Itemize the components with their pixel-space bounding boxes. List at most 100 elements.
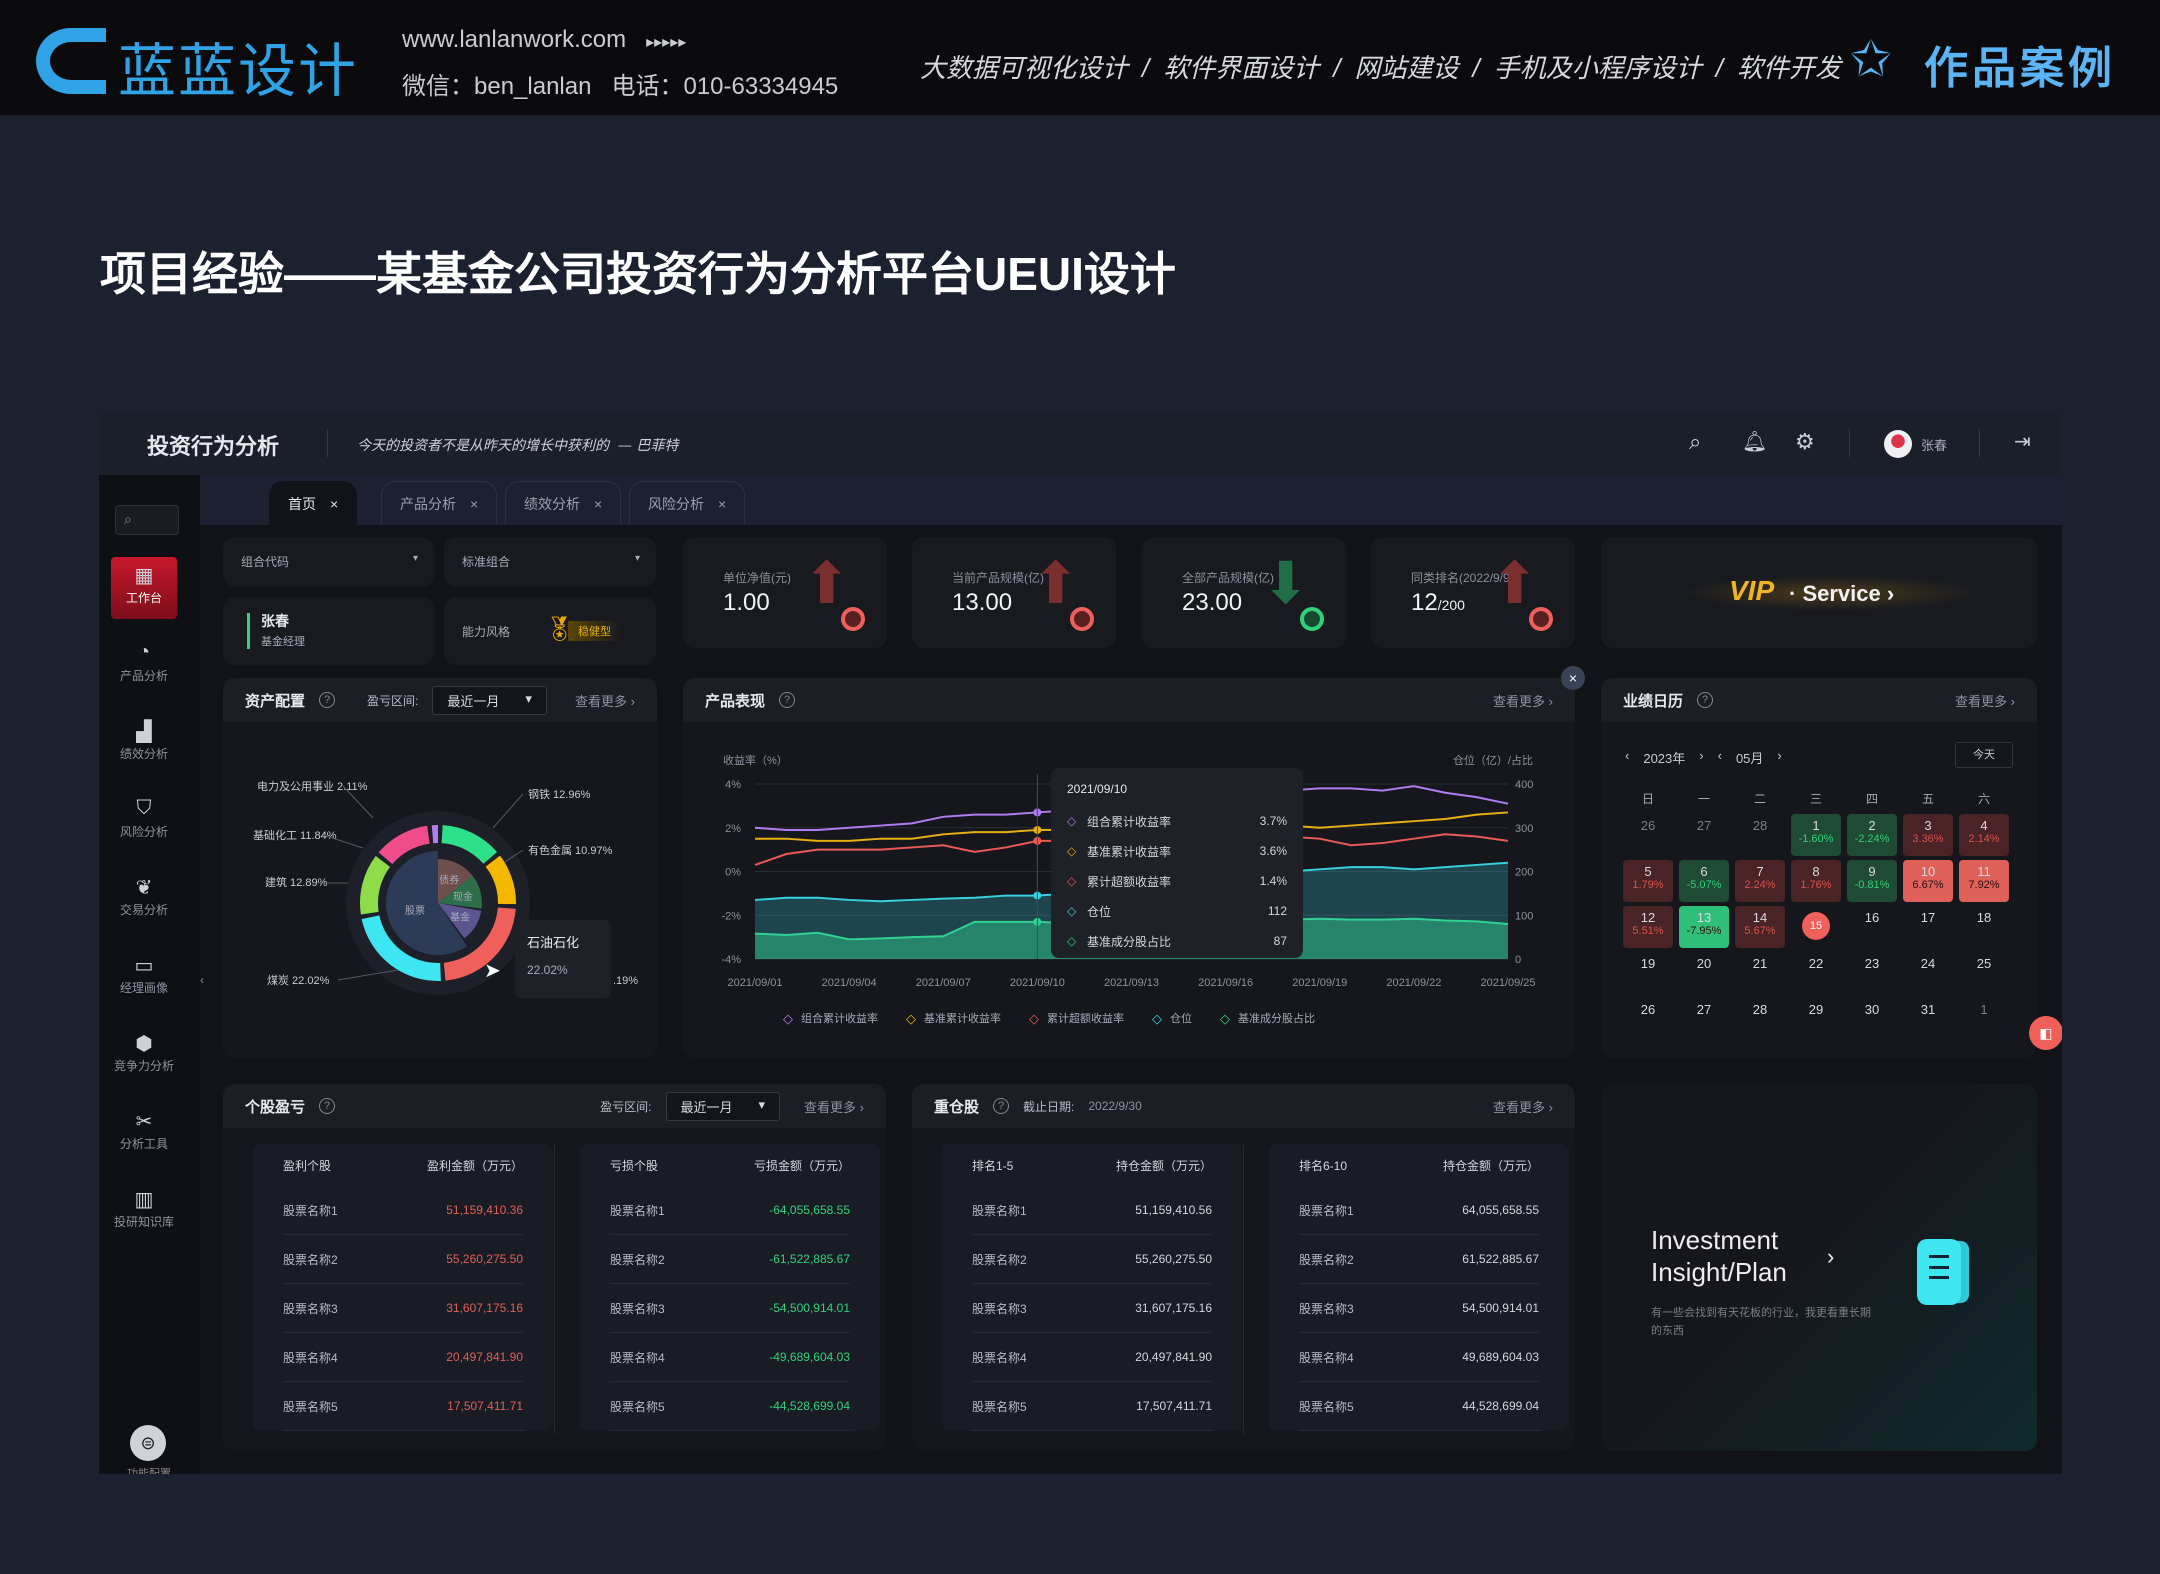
table-row[interactable]: 股票名称2 61,522,885.67: [1299, 1235, 1539, 1284]
sidebar-bottom-label[interactable]: 功能配置: [127, 1468, 171, 1474]
service-link[interactable]: 软件界面设计: [1163, 53, 1320, 83]
calendar-day[interactable]: 28: [1735, 998, 1785, 1040]
table-row[interactable]: 股票名称4 49,689,604.03: [1299, 1333, 1539, 1382]
tab-2[interactable]: 绩效分析 ×: [505, 481, 622, 525]
calendar-day[interactable]: 10 6.67%: [1903, 860, 1953, 902]
calendar-day[interactable]: 26: [1623, 998, 1673, 1040]
standard-select[interactable]: 标准组合 ▾: [444, 537, 656, 587]
config-icon[interactable]: ⊜: [130, 1425, 166, 1461]
calendar-day[interactable]: 12 5.51%: [1623, 906, 1673, 948]
donut-segment-3[interactable]: [361, 915, 441, 981]
donut-segment-6[interactable]: [431, 825, 438, 844]
chevron-right-icon[interactable]: ›: [1827, 1244, 1835, 1269]
bell-icon[interactable]: 🔔︎: [1742, 431, 1768, 453]
table-row[interactable]: 股票名称5 17,507,411.71: [972, 1382, 1212, 1431]
portfolio-select[interactable]: 组合代码 ▾: [223, 537, 434, 587]
service-link[interactable]: 网站建设: [1354, 53, 1459, 83]
help-icon[interactable]: ?: [993, 1098, 1010, 1114]
close-icon[interactable]: ×: [330, 495, 339, 512]
sidebar-item-8[interactable]: ▥ 投研知识库: [111, 1181, 177, 1243]
table-row[interactable]: 股票名称1 64,055,658.55: [1299, 1186, 1539, 1235]
donut-segment-4[interactable]: [360, 856, 391, 915]
username[interactable]: 张春: [1921, 438, 1948, 453]
calendar-day[interactable]: 16: [1847, 906, 1897, 948]
range-select[interactable]: 最近一月 ▾: [432, 685, 547, 715]
table-row[interactable]: 股票名称3 -54,500,914.01: [610, 1284, 850, 1333]
settings-icon[interactable]: ⚙︎: [1795, 429, 1815, 454]
table-row[interactable]: 股票名称2 55,260,275.50: [972, 1235, 1212, 1284]
donut-segment-5[interactable]: [378, 825, 430, 865]
table-row[interactable]: 股票名称2 55,260,275.50: [283, 1235, 523, 1284]
table-row[interactable]: 股票名称5 -44,528,699.04: [610, 1382, 850, 1431]
calendar-day[interactable]: 17: [1903, 906, 1953, 948]
sidebar-item-4[interactable]: ❦ 交易分析: [111, 869, 177, 931]
view-more-link[interactable]: 查看更多 ›: [1955, 693, 2015, 709]
calendar-day[interactable]: 28: [1735, 814, 1785, 856]
table-row[interactable]: 股票名称5 17,507,411.71: [283, 1382, 523, 1431]
sidebar-item-7[interactable]: ✂ 分析工具: [111, 1103, 177, 1165]
service-link[interactable]: 软件开发: [1737, 53, 1842, 83]
calendar-day[interactable]: 18: [1959, 906, 2009, 948]
close-icon[interactable]: ×: [594, 495, 603, 512]
close-icon[interactable]: ×: [1561, 666, 1585, 690]
legend-label[interactable]: 组合累计收益率: [801, 1011, 878, 1025]
calendar-day[interactable]: 27: [1679, 998, 1729, 1040]
pie-slice-3[interactable]: [386, 851, 467, 955]
table-row[interactable]: 股票名称1 51,159,410.36: [283, 1186, 523, 1235]
investment-insight-card[interactable]: Investment Insight/Plan › 有一些会找到有天花板的行业，我…: [1601, 1084, 2037, 1451]
view-more-link[interactable]: 查看更多 ›: [575, 693, 635, 709]
donut-segment-1[interactable]: [485, 855, 516, 905]
pie-slice-2[interactable]: [438, 903, 482, 939]
calendar-day[interactable]: 2 -2.24%: [1847, 814, 1897, 856]
calendar-day[interactable]: 4 2.14%: [1959, 814, 2009, 856]
calendar-day[interactable]: 30: [1847, 998, 1897, 1040]
calendar-day[interactable]: 3 3.36%: [1903, 814, 1953, 856]
help-icon[interactable]: ?: [319, 1098, 336, 1114]
calendar-day[interactable]: 26: [1623, 814, 1673, 856]
calendar-day[interactable]: 21: [1735, 952, 1785, 994]
table-row[interactable]: 股票名称2 -61,522,885.67: [610, 1235, 850, 1284]
tab-3[interactable]: 风险分析 ×: [629, 481, 746, 525]
service-link[interactable]: 大数据可视化设计: [920, 53, 1129, 83]
view-more-link[interactable]: 查看更多 ›: [1493, 693, 1553, 709]
calendar-day[interactable]: 22: [1791, 952, 1841, 994]
sidebar-item-0[interactable]: ▦ 工作台: [111, 557, 177, 619]
service-link[interactable]: 手机及小程序设计: [1493, 53, 1702, 83]
calendar-day[interactable]: 1 -1.60%: [1791, 814, 1841, 856]
donut-segment-0[interactable]: [441, 825, 498, 864]
help-icon[interactable]: ?: [1697, 692, 1714, 708]
pie-slice-1[interactable]: [438, 875, 482, 909]
calendar-day[interactable]: 7 2.24%: [1735, 860, 1785, 902]
calendar-day[interactable]: 24: [1903, 952, 1953, 994]
sidebar-search-icon[interactable]: ⌕: [115, 505, 179, 535]
sidebar-item-6[interactable]: ⬢ 竞争力分析: [111, 1025, 177, 1087]
calendar-day[interactable]: 20: [1679, 952, 1729, 994]
legend-label[interactable]: 基准成分股占比: [1238, 1011, 1315, 1025]
close-icon[interactable]: ×: [470, 495, 479, 512]
help-icon[interactable]: ?: [779, 692, 796, 708]
calendar-day[interactable]: 27: [1679, 814, 1729, 856]
calendar-day[interactable]: 29: [1791, 998, 1841, 1040]
help-icon[interactable]: ?: [319, 692, 336, 708]
calendar-day[interactable]: 6 -5.07%: [1679, 860, 1729, 902]
calendar-day[interactable]: 11 7.92%: [1959, 860, 2009, 902]
sidebar-item-3[interactable]: ⛉ 风险分析: [111, 791, 177, 853]
calendar-day[interactable]: 15: [1791, 906, 1841, 948]
calendar-day[interactable]: 13 -7.95%: [1679, 906, 1729, 948]
tab-0[interactable]: 首页 ×: [269, 481, 358, 525]
range-select[interactable]: 最近一月 ▾: [665, 1091, 781, 1121]
table-row[interactable]: 股票名称3 31,607,175.16: [972, 1284, 1212, 1333]
table-row[interactable]: 股票名称5 44,528,699.04: [1299, 1382, 1539, 1431]
today-button[interactable]: 今天: [1955, 742, 2013, 768]
next-month-button[interactable]: ›: [1777, 748, 1782, 763]
search-icon[interactable]: ⌕: [1689, 429, 1702, 454]
calendar-day[interactable]: 25: [1959, 952, 2009, 994]
avatar[interactable]: [1884, 430, 1912, 458]
prev-year-button[interactable]: ‹: [1625, 748, 1630, 763]
table-row[interactable]: 股票名称3 54,500,914.01: [1299, 1284, 1539, 1333]
pie-slice-0[interactable]: [438, 859, 473, 903]
collapse-sidebar-handle[interactable]: ‹: [200, 973, 204, 987]
close-icon[interactable]: ×: [718, 495, 727, 512]
table-row[interactable]: 股票名称4 -49,689,604.03: [610, 1333, 850, 1382]
table-row[interactable]: 股票名称4 20,497,841.90: [283, 1333, 523, 1382]
